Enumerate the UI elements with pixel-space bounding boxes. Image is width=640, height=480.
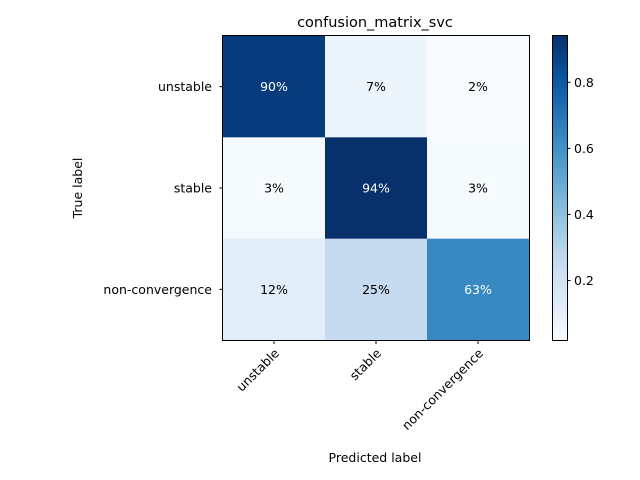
- heatmap-cell-non-convergence-non-convergence: [427, 238, 530, 341]
- cell-value-label: 25%: [362, 282, 390, 297]
- colorbar-tick-label: 0.2: [574, 273, 594, 288]
- x-tick-label-unstable: unstable: [233, 345, 282, 394]
- chart-title: confusion_matrix_svc: [297, 15, 453, 31]
- heatmap-cell-stable-stable: [325, 137, 428, 240]
- heatmap-cell-stable-non-convergence: [427, 137, 530, 240]
- y-tick-label-unstable: unstable: [158, 79, 212, 94]
- x-tick-label-stable: stable: [347, 345, 385, 383]
- heatmap-cell-labels: 90% 7% 2% 3% 94% 3% 12% 25% 63%: [260, 79, 492, 297]
- colorbar-tick-label: 0.6: [574, 141, 594, 156]
- cell-value-label: 2%: [468, 79, 488, 94]
- colorbar: [552, 35, 567, 341]
- heatmap-cell-unstable-non-convergence: [427, 36, 530, 138]
- x-tick-label-non-convergence: non-convergence: [399, 345, 487, 433]
- cell-value-label: 3%: [468, 181, 488, 196]
- cell-value-label: 94%: [362, 181, 390, 196]
- y-tick-label-stable: stable: [174, 181, 212, 196]
- y-axis-ticks: unstable stable non-convergence: [103, 79, 223, 297]
- heatmap-cell-non-convergence-stable: [325, 238, 428, 341]
- cell-value-label: 90%: [260, 79, 288, 94]
- heatmap-cell-unstable-stable: [325, 36, 428, 138]
- cell-value-label: 7%: [366, 79, 386, 94]
- heatmap-cell-non-convergence-unstable: [223, 238, 326, 341]
- cell-value-label: 63%: [464, 282, 492, 297]
- heatmap-cell-stable-unstable: [223, 137, 326, 240]
- x-axis-ticks: unstable stable non-convergence: [233, 340, 487, 433]
- cell-value-label: 12%: [260, 282, 288, 297]
- heatmap-cell-unstable-unstable: [223, 36, 326, 138]
- y-axis-label: True label: [70, 158, 85, 220]
- colorbar-tick-label: 0.8: [574, 75, 594, 90]
- y-tick-label-non-convergence: non-convergence: [103, 282, 212, 297]
- x-axis-label: Predicted label: [329, 450, 422, 465]
- colorbar-frame: [552, 35, 568, 341]
- heatmap-cells: [223, 36, 530, 341]
- cell-value-label: 3%: [264, 181, 284, 196]
- colorbar-tick-label: 0.4: [574, 207, 594, 222]
- colorbar-ticks: 0.2 0.4 0.6 0.8: [567, 75, 594, 288]
